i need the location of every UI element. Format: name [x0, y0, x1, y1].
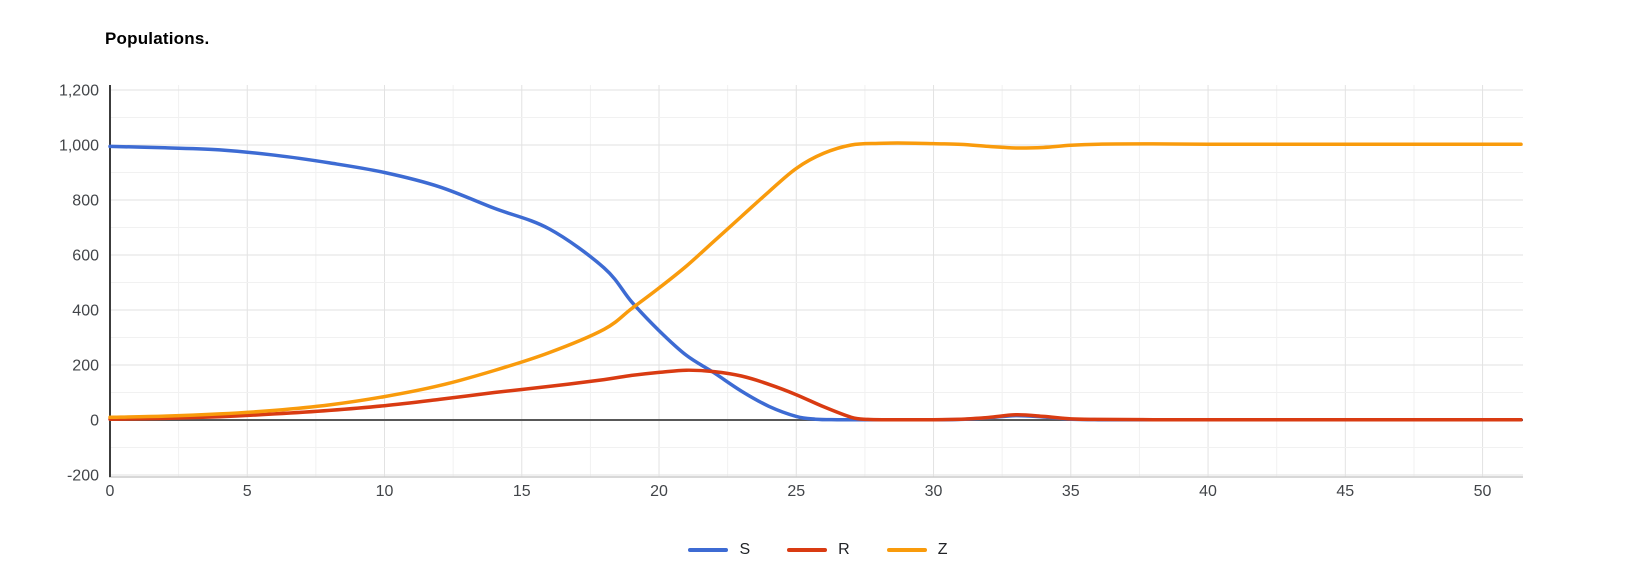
series-line-s[interactable] [108, 144, 1523, 422]
x-tick-label: 30 [925, 483, 943, 500]
y-tick-label: 0 [90, 413, 99, 430]
x-tick-label: 5 [243, 483, 252, 500]
legend-swatch-r-icon [787, 548, 828, 552]
y-tick-label: 400 [72, 303, 99, 320]
x-tick-label: 0 [106, 483, 115, 500]
x-tick-label: 15 [513, 483, 531, 500]
y-tick-label: 600 [72, 248, 99, 265]
series-line-z[interactable] [108, 141, 1523, 420]
chart-title: Populations. [105, 29, 210, 48]
x-tick-label: 20 [650, 483, 668, 500]
x-tick-label: 35 [1062, 483, 1080, 500]
legend-label-s: S [739, 541, 751, 558]
x-tick-label: 45 [1336, 483, 1354, 500]
legend-item-s[interactable]: S [688, 541, 750, 559]
legend-swatch-s-icon [688, 548, 729, 552]
y-tick-label: 1,000 [59, 138, 99, 155]
x-tick-label: 25 [787, 483, 805, 500]
y-tick-label: -200 [67, 468, 99, 485]
series-line-r[interactable] [108, 368, 1523, 422]
legend-item-r[interactable]: R [787, 541, 850, 559]
legend-item-z[interactable]: Z [886, 541, 948, 559]
x-tick-label: 40 [1199, 483, 1217, 500]
legend-label-r: R [838, 541, 850, 558]
legend-label-z: Z [937, 541, 948, 558]
y-tick-label: 1,200 [59, 83, 99, 100]
x-tick-label: 10 [376, 483, 394, 500]
x-tick-label: 50 [1474, 483, 1492, 500]
legend-swatch-z-icon [886, 548, 927, 552]
y-tick-label: 200 [72, 358, 99, 375]
y-tick-label: 800 [72, 193, 99, 210]
